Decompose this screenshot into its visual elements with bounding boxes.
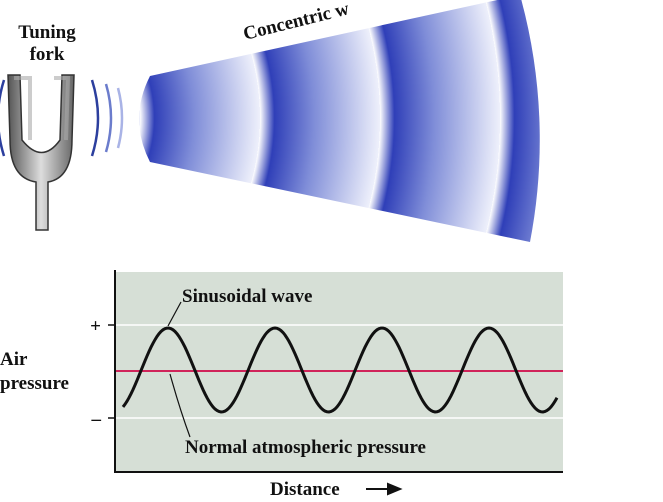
- y-label: Air: [0, 349, 28, 370]
- minus-label: –: [91, 409, 102, 430]
- fork-label: fork: [30, 44, 65, 65]
- leader: [169, 373, 191, 438]
- baseline-label: Normal atmospheric pressure: [185, 437, 426, 458]
- plus-label: +: [90, 316, 101, 337]
- sine-wave: [121, 326, 559, 414]
- arrow: [366, 482, 403, 496]
- leader: [167, 301, 182, 327]
- axes: [114, 270, 563, 473]
- y-label: pressure: [0, 373, 69, 394]
- x-label: Distance: [270, 479, 340, 500]
- fork-label: Tuning: [18, 22, 76, 43]
- tuning-fork: [0, 74, 124, 231]
- wave-fan: [139, 0, 540, 242]
- wave-label: Sinusoidal wave: [182, 286, 312, 307]
